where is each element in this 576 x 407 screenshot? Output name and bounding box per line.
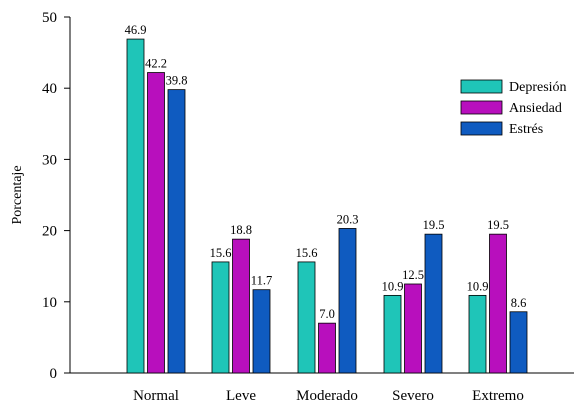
legend: Depresión Ansiedad Estrés [460,79,567,137]
y-tick-label: 10 [42,295,57,311]
bar-depresi-n-moderado [297,261,316,374]
bar-depresi-n-leve [211,261,230,374]
bar-estr-s-severo [424,233,443,374]
legend-swatch [460,100,503,115]
legend-swatch [460,79,503,94]
data-label: 18.8 [230,223,252,237]
data-label: 11.7 [251,274,272,288]
y-tick-label: 30 [42,152,57,168]
data-label: 42.2 [145,57,167,71]
data-label: 46.9 [125,23,147,37]
y-tick-label: 50 [42,10,57,26]
bar-ansiedad-severo [404,283,422,374]
x-tick-label: Moderado [296,388,358,404]
bar-estr-s-extremo [509,311,528,374]
bars [126,38,528,374]
data-label: 15.6 [210,246,232,260]
data-label: 10.9 [467,279,489,293]
legend-label: Depresión [509,80,567,95]
data-label: 19.5 [423,218,445,232]
bar-depresi-n-severo [383,294,402,374]
x-tick-label: Leve [226,388,256,404]
data-label: 19.5 [487,218,509,232]
legend-label: Ansiedad [509,101,562,116]
data-label: 12.5 [402,268,424,282]
data-labels: 46.942.239.815.618.811.715.67.020.310.91… [125,23,527,321]
bar-ansiedad-moderado [318,322,336,374]
x-tick-label: Extremo [472,388,524,404]
bar-estr-s-normal [167,89,186,374]
x-tick-label: Normal [133,388,179,404]
bar-estr-s-leve [252,289,271,374]
data-label: 10.9 [382,279,404,293]
bar-ansiedad-leve [232,238,250,374]
data-label: 39.8 [166,74,188,88]
y-tick-label: 40 [42,81,57,97]
bar-estr-s-moderado [338,228,357,374]
y-axis-title: Porcentaje [10,165,25,224]
bar-depresi-n-normal [126,38,145,374]
data-label: 20.3 [337,212,359,226]
x-axis: Normal Leve Moderado Severo Extremo [70,372,574,404]
legend-swatch [460,121,503,136]
x-tick-label: Severo [392,388,434,404]
data-label: 15.6 [296,246,318,260]
y-tick-label: 0 [50,366,58,382]
y-tick-label: 20 [42,224,57,240]
bar-ansiedad-normal [147,72,165,374]
data-label: 8.6 [511,296,527,310]
bar-ansiedad-extremo [489,233,507,374]
bar-depresi-n-extremo [468,294,487,374]
legend-label: Estrés [509,122,543,137]
y-axis: 0 10 20 30 40 50 [42,10,71,382]
data-label: 7.0 [319,307,335,321]
